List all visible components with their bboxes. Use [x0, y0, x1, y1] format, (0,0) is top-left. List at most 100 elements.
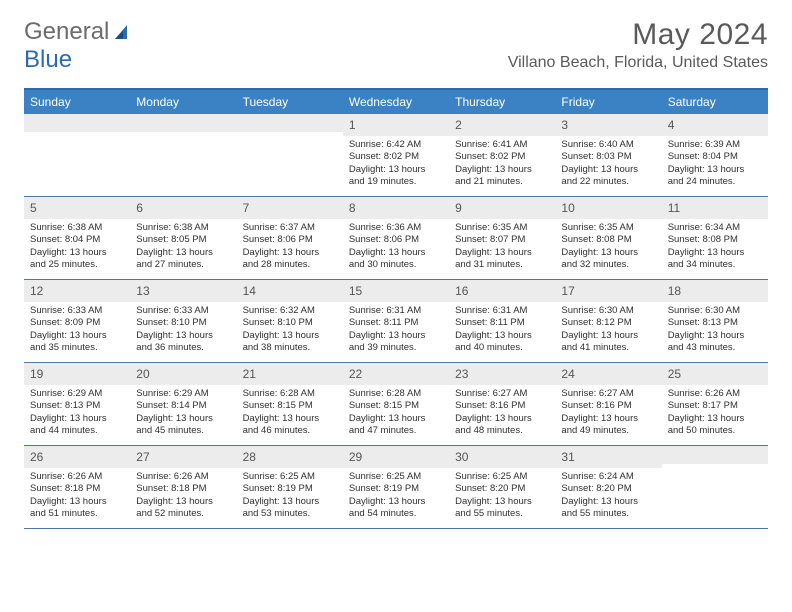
day-number: 16 — [455, 284, 468, 298]
logo-sail-icon — [113, 23, 131, 41]
day-number: 20 — [136, 367, 149, 381]
day-number: 26 — [30, 450, 43, 464]
day-details: Sunrise: 6:25 AMSunset: 8:19 PMDaylight:… — [237, 468, 343, 523]
day-details: Sunrise: 6:34 AMSunset: 8:08 PMDaylight:… — [662, 219, 768, 274]
calendar-week: 5Sunrise: 6:38 AMSunset: 8:04 PMDaylight… — [24, 197, 768, 280]
brand-part2: Blue — [24, 46, 72, 74]
calendar-cell: 27 Sunrise: 6:26 AMSunset: 8:18 PMDayligh… — [130, 446, 236, 528]
calendar-week: 26 Sunrise: 6:26 AMSunset: 8:18 PMDayligh… — [24, 446, 768, 529]
day-number: 21 — [243, 367, 256, 381]
calendar-cell: 9 Sunrise: 6:35 AMSunset: 8:07 PMDaylight… — [449, 197, 555, 279]
day-details: Sunrise: 6:38 AMSunset: 8:05 PMDaylight:… — [130, 219, 236, 274]
day-number: 13 — [136, 284, 149, 298]
weekday-header-row: Sunday Monday Tuesday Wednesday Thursday… — [24, 90, 768, 114]
calendar-cell — [130, 114, 236, 196]
day-details: Sunrise: 6:31 AMSunset: 8:11 PMDaylight:… — [343, 302, 449, 357]
day-number: 2 — [455, 118, 462, 132]
weekday-header: Saturday — [662, 90, 768, 114]
day-details: Sunrise: 6:33 AMSunset: 8:09 PMDaylight:… — [24, 302, 130, 357]
day-details: Sunrise: 6:35 AMSunset: 8:08 PMDaylight:… — [555, 219, 661, 274]
brand-logo: General — [24, 18, 133, 46]
day-details: Sunrise: 6:24 AMSunset: 8:20 PMDaylight:… — [555, 468, 661, 523]
day-details: Sunrise: 6:41 AMSunset: 8:02 PMDaylight:… — [449, 136, 555, 191]
day-number: 27 — [136, 450, 149, 464]
weekday-header: Thursday — [449, 90, 555, 114]
calendar-cell: 30 Sunrise: 6:25 AMSunset: 8:20 PMDayligh… — [449, 446, 555, 528]
calendar-cell: 19Sunrise: 6:29 AMSunset: 8:13 PMDayligh… — [24, 363, 130, 445]
day-number: 31 — [561, 450, 574, 464]
calendar-cell: 28 Sunrise: 6:25 AMSunset: 8:19 PMDayligh… — [237, 446, 343, 528]
day-number: 11 — [668, 201, 680, 215]
day-number: 14 — [243, 284, 256, 298]
calendar-cell: 2 Sunrise: 6:41 AMSunset: 8:02 PMDaylight… — [449, 114, 555, 196]
day-details: Sunrise: 6:35 AMSunset: 8:07 PMDaylight:… — [449, 219, 555, 274]
day-details: Sunrise: 6:28 AMSunset: 8:15 PMDaylight:… — [343, 385, 449, 440]
calendar-cell: 3 Sunrise: 6:40 AMSunset: 8:03 PMDaylight… — [555, 114, 661, 196]
weekday-header: Friday — [555, 90, 661, 114]
day-number: 10 — [561, 201, 574, 215]
day-details: Sunrise: 6:37 AMSunset: 8:06 PMDaylight:… — [237, 219, 343, 274]
day-details: Sunrise: 6:42 AMSunset: 8:02 PMDaylight:… — [343, 136, 449, 191]
calendar-cell: 31 Sunrise: 6:24 AMSunset: 8:20 PMDayligh… — [555, 446, 661, 528]
day-number: 3 — [561, 118, 568, 132]
calendar-cell: 10 Sunrise: 6:35 AMSunset: 8:08 PMDayligh… — [555, 197, 661, 279]
calendar-cell: 20 Sunrise: 6:29 AMSunset: 8:14 PMDayligh… — [130, 363, 236, 445]
day-details: Sunrise: 6:27 AMSunset: 8:16 PMDaylight:… — [449, 385, 555, 440]
day-number: 29 — [349, 450, 362, 464]
day-details: Sunrise: 6:39 AMSunset: 8:04 PMDaylight:… — [662, 136, 768, 191]
calendar-cell: 26 Sunrise: 6:26 AMSunset: 8:18 PMDayligh… — [24, 446, 130, 528]
calendar-week: 1Sunrise: 6:42 AMSunset: 8:02 PMDaylight… — [24, 114, 768, 197]
day-number: 17 — [561, 284, 574, 298]
calendar-page: General May 2024 Villano Beach, Florida,… — [0, 0, 792, 547]
calendar-cell — [237, 114, 343, 196]
calendar-cell: 4 Sunrise: 6:39 AMSunset: 8:04 PMDaylight… — [662, 114, 768, 196]
calendar-cell: 11 Sunrise: 6:34 AMSunset: 8:08 PMDayligh… — [662, 197, 768, 279]
calendar-cell: 1Sunrise: 6:42 AMSunset: 8:02 PMDaylight… — [343, 114, 449, 196]
day-number: 28 — [243, 450, 256, 464]
day-details: Sunrise: 6:30 AMSunset: 8:12 PMDaylight:… — [555, 302, 661, 357]
day-details: Sunrise: 6:29 AMSunset: 8:14 PMDaylight:… — [130, 385, 236, 440]
day-details: Sunrise: 6:31 AMSunset: 8:11 PMDaylight:… — [449, 302, 555, 357]
day-details: Sunrise: 6:28 AMSunset: 8:15 PMDaylight:… — [237, 385, 343, 440]
day-number: 22 — [349, 367, 362, 381]
day-number: 9 — [455, 201, 462, 215]
calendar-cell: 5Sunrise: 6:38 AMSunset: 8:04 PMDaylight… — [24, 197, 130, 279]
day-details: Sunrise: 6:25 AMSunset: 8:19 PMDaylight:… — [343, 468, 449, 523]
brand-part1: General — [24, 18, 109, 46]
day-details: Sunrise: 6:25 AMSunset: 8:20 PMDaylight:… — [449, 468, 555, 523]
day-number: 15 — [349, 284, 362, 298]
calendar-cell — [662, 446, 768, 528]
calendar-cell: 22 Sunrise: 6:28 AMSunset: 8:15 PMDayligh… — [343, 363, 449, 445]
calendar-week: 12 Sunrise: 6:33 AMSunset: 8:09 PMDayligh… — [24, 280, 768, 363]
weekday-header: Monday — [130, 90, 236, 114]
calendar-cell: 14Sunrise: 6:32 AMSunset: 8:10 PMDayligh… — [237, 280, 343, 362]
calendar-cell: 24Sunrise: 6:27 AMSunset: 8:16 PMDayligh… — [555, 363, 661, 445]
day-number: 19 — [30, 367, 43, 381]
calendar-cell: 18 Sunrise: 6:30 AMSunset: 8:13 PMDayligh… — [662, 280, 768, 362]
day-number: 18 — [668, 284, 681, 298]
day-details: Sunrise: 6:26 AMSunset: 8:18 PMDaylight:… — [24, 468, 130, 523]
calendar-cell: 12 Sunrise: 6:33 AMSunset: 8:09 PMDayligh… — [24, 280, 130, 362]
day-number: 8 — [349, 201, 356, 215]
calendar-cell: 16 Sunrise: 6:31 AMSunset: 8:11 PMDayligh… — [449, 280, 555, 362]
day-details: Sunrise: 6:26 AMSunset: 8:18 PMDaylight:… — [130, 468, 236, 523]
day-details: Sunrise: 6:40 AMSunset: 8:03 PMDaylight:… — [555, 136, 661, 191]
calendar-cell: 25Sunrise: 6:26 AMSunset: 8:17 PMDayligh… — [662, 363, 768, 445]
day-number: 30 — [455, 450, 468, 464]
day-details: Sunrise: 6:27 AMSunset: 8:16 PMDaylight:… — [555, 385, 661, 440]
weekday-header: Wednesday — [343, 90, 449, 114]
day-number: 25 — [668, 367, 681, 381]
day-number: 4 — [668, 118, 675, 132]
day-number: 12 — [30, 284, 43, 298]
day-number: 7 — [243, 201, 250, 215]
calendar-cell: 23Sunrise: 6:27 AMSunset: 8:16 PMDayligh… — [449, 363, 555, 445]
calendar-week: 19Sunrise: 6:29 AMSunset: 8:13 PMDayligh… — [24, 363, 768, 446]
calendar-cell: 29 Sunrise: 6:25 AMSunset: 8:19 PMDayligh… — [343, 446, 449, 528]
day-details: Sunrise: 6:38 AMSunset: 8:04 PMDaylight:… — [24, 219, 130, 274]
calendar-cell — [24, 114, 130, 196]
day-details: Sunrise: 6:30 AMSunset: 8:13 PMDaylight:… — [662, 302, 768, 357]
day-details: Sunrise: 6:36 AMSunset: 8:06 PMDaylight:… — [343, 219, 449, 274]
calendar-cell: 17 Sunrise: 6:30 AMSunset: 8:12 PMDayligh… — [555, 280, 661, 362]
calendar-cell: 13Sunrise: 6:33 AMSunset: 8:10 PMDayligh… — [130, 280, 236, 362]
calendar-cell: 8 Sunrise: 6:36 AMSunset: 8:06 PMDaylight… — [343, 197, 449, 279]
